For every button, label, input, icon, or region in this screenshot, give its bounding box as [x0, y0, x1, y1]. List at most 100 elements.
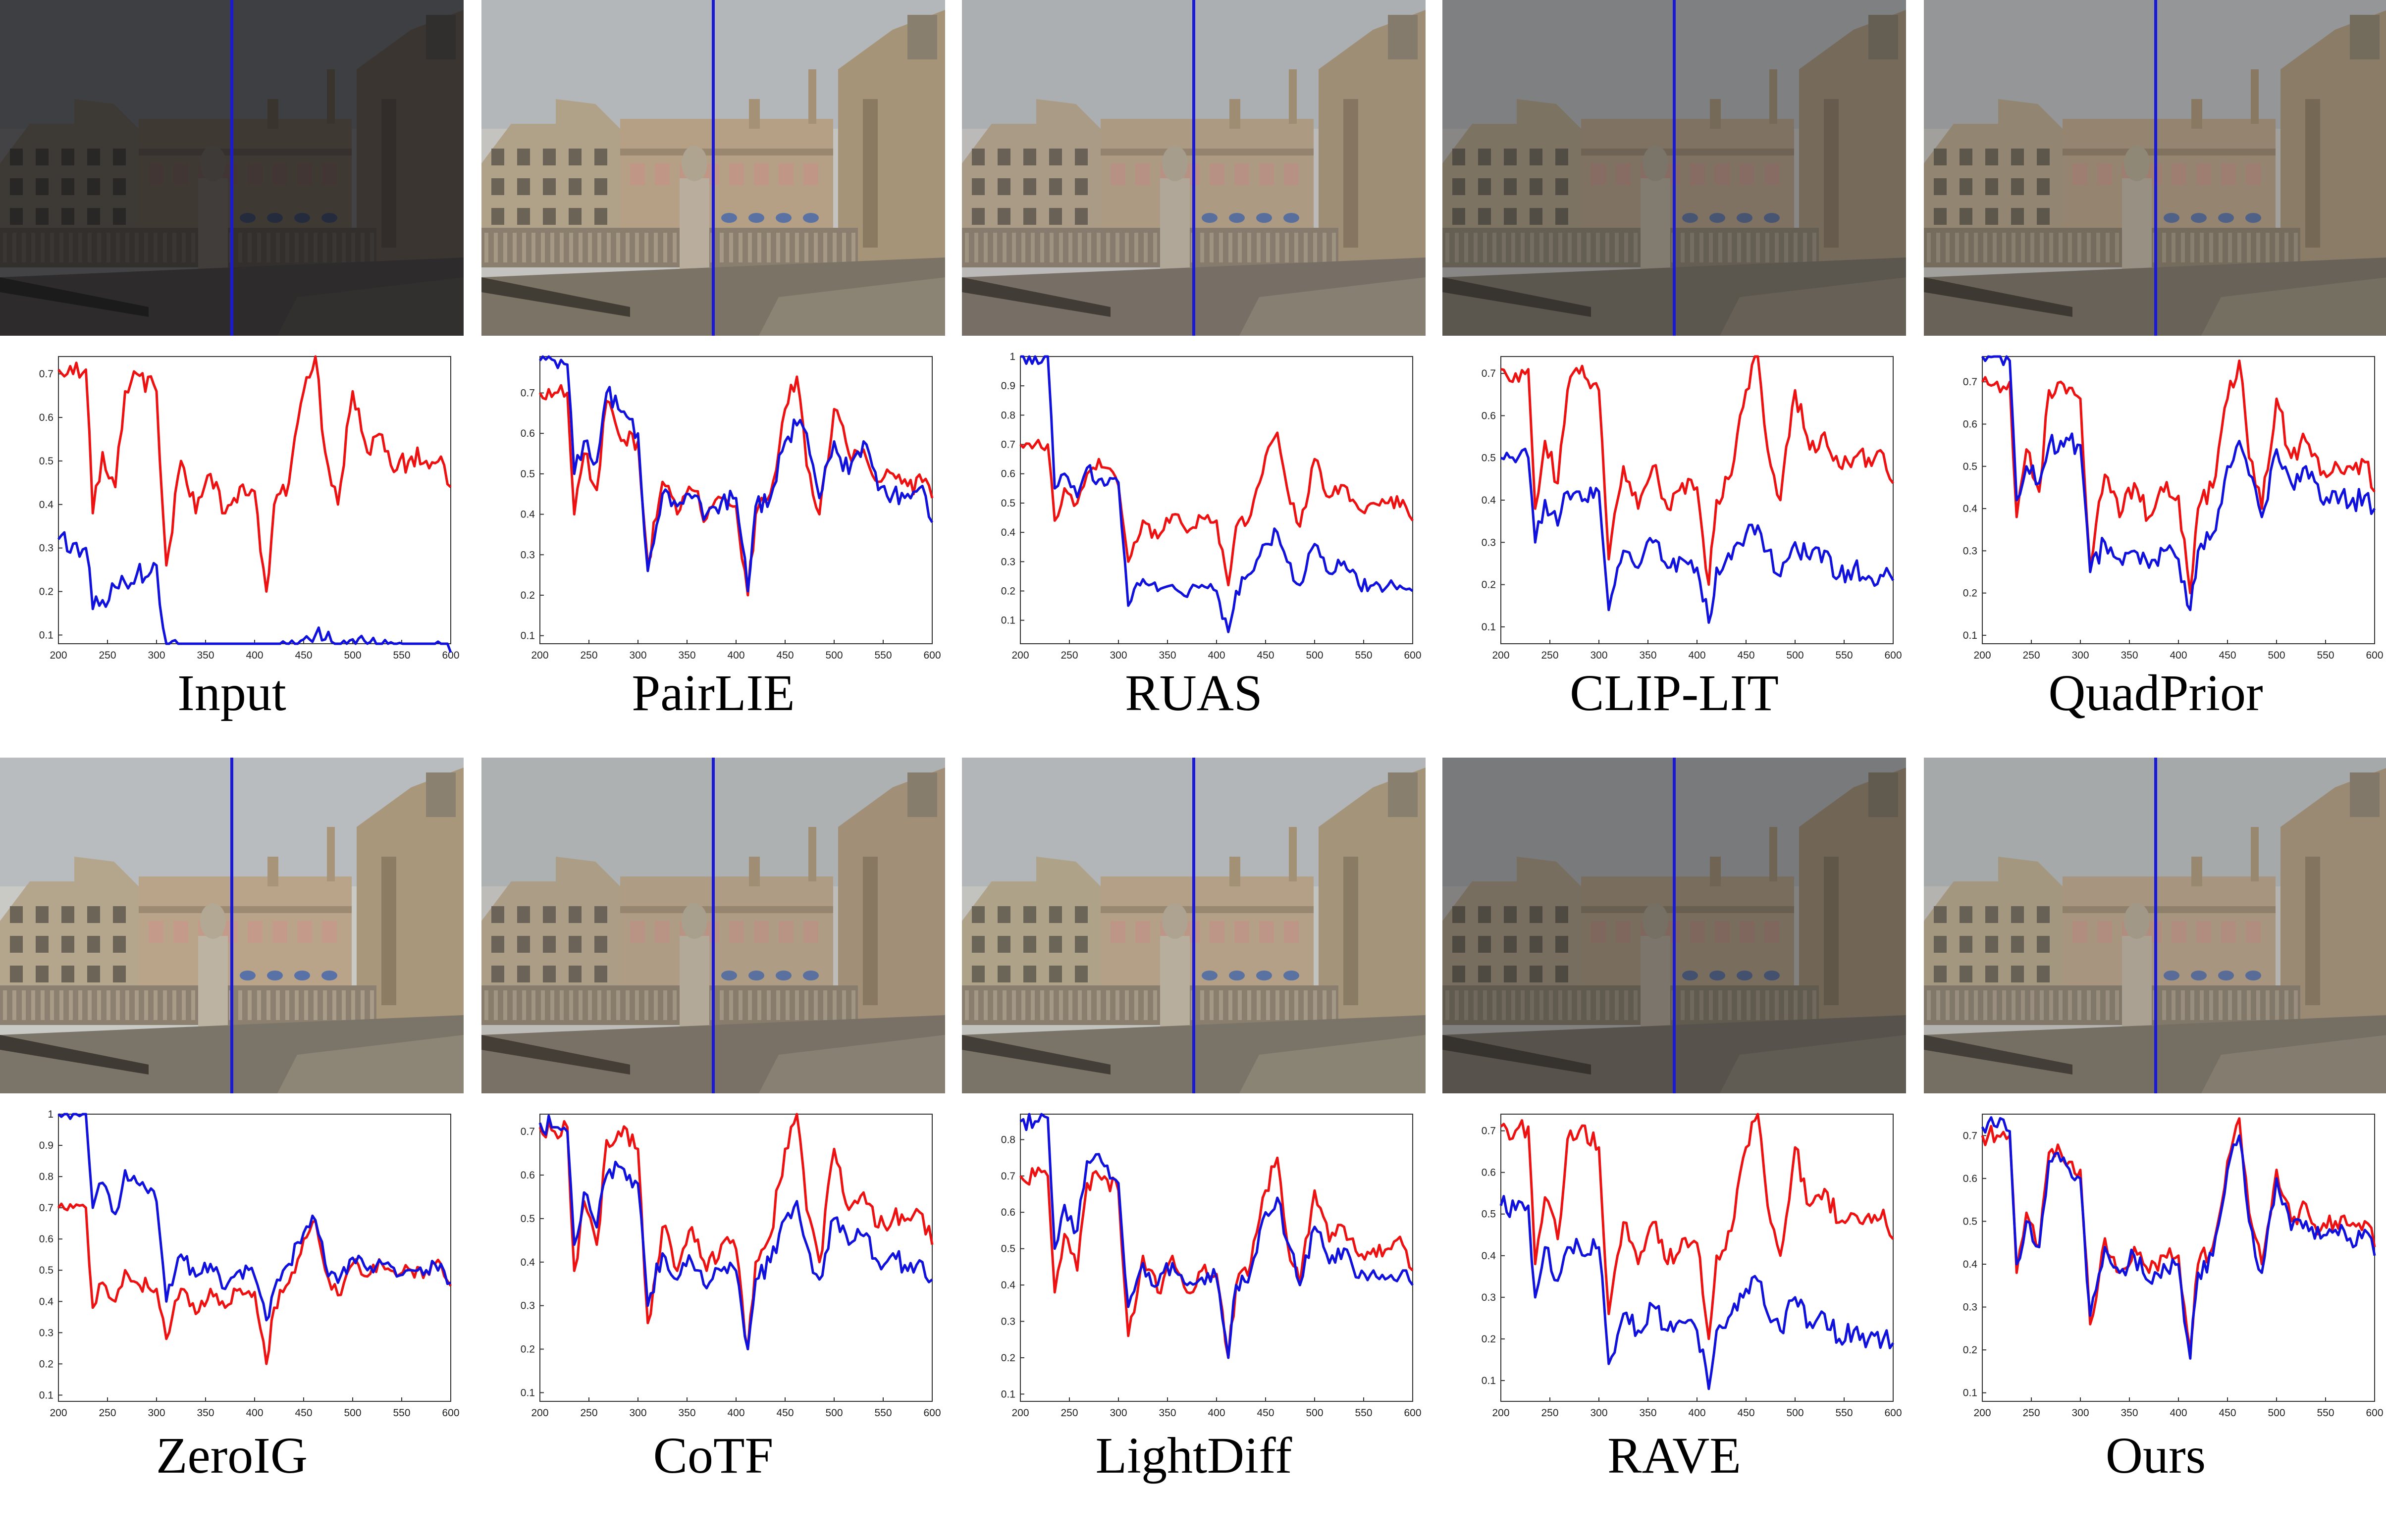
y-tick-label: 0.2 [1963, 1344, 1977, 1356]
intensity-profile-plot: 200 250 300 350 400 450 500 550 600 0.1 0.2 0.3 0.4 0… [521, 355, 941, 661]
x-tick-label: 200 [1011, 1407, 1029, 1419]
x-tick-label: 300 [1110, 1407, 1127, 1419]
blue-profile-line [57, 1113, 451, 1322]
y-tick-label: 0.7 [1963, 376, 1977, 388]
x-tick-label: 200 [1492, 1407, 1509, 1419]
y-tick-label: 0.5 [521, 468, 535, 480]
y-tick-label: 0.2 [1963, 588, 1977, 599]
y-tick-label: 1 [1009, 351, 1015, 362]
intensity-profile-plot: 200 250 300 350 400 450 500 550 600 0.1 0.2 0.3 0.4 0… [1482, 1113, 1902, 1419]
profile-chart: 200 250 300 350 400 450 500 550 600 0.1 0.2 0.3 0.4 0… [481, 1099, 945, 1426]
y-tick-label: 0.5 [1001, 498, 1015, 509]
y-tick-label: 0.1 [1001, 615, 1015, 626]
x-tick-label: 400 [1208, 1407, 1225, 1419]
x-tick-label: 300 [2071, 1407, 2089, 1419]
y-tick-label: 0.9 [39, 1140, 53, 1151]
y-tick-label: 0.6 [521, 428, 535, 439]
blue-profile-line [1500, 448, 1895, 624]
x-tick-label: 550 [2317, 1407, 2334, 1419]
x-tick-label: 450 [1737, 1407, 1754, 1419]
x-tick-label: 500 [2268, 650, 2285, 661]
red-profile-line [1500, 1113, 1894, 1340]
blue-profile-line [1019, 1113, 1414, 1359]
enhanced-photo [962, 758, 1426, 1093]
y-tick-label: 0.9 [1001, 380, 1015, 392]
x-tick-label: 250 [99, 1407, 116, 1419]
y-tick-label: 0.4 [1963, 1259, 1978, 1270]
y-tick-label: 0.3 [521, 549, 535, 561]
x-tick-label: 350 [678, 1407, 695, 1419]
y-tick-label: 0.1 [521, 1387, 535, 1398]
profile-chart: 200 250 300 350 400 450 500 550 600 0.1 0.2 0.3 0.4 0… [1924, 1099, 2386, 1426]
method-caption: ZeroIG [156, 1427, 308, 1484]
x-tick-label: 600 [923, 1407, 941, 1419]
y-tick-label: 0.1 [521, 630, 535, 642]
y-tick-label: 0.2 [39, 1358, 53, 1370]
y-tick-label: 0.8 [39, 1171, 53, 1182]
x-tick-label: 500 [1786, 650, 1803, 661]
plot-frame [1500, 1114, 1894, 1402]
x-tick-label: 450 [1737, 650, 1754, 661]
red-profile-line [1019, 431, 1414, 587]
intensity-profile-plot: 200 250 300 350 400 450 500 550 600 0.1 0.2 0.3 0.4 0… [521, 1113, 941, 1419]
y-tick-label: 0.5 [39, 1265, 53, 1276]
x-tick-label: 250 [580, 1407, 597, 1419]
x-tick-label: 200 [1973, 650, 1991, 661]
x-tick-label: 300 [148, 650, 165, 661]
y-tick-label: 0.4 [521, 509, 535, 520]
x-tick-label: 350 [678, 650, 695, 661]
method-caption: CLIP-LIT [1570, 665, 1779, 721]
y-tick-label: 0.6 [1001, 1207, 1015, 1218]
x-tick-label: 400 [246, 1407, 263, 1419]
blue-profile-line [538, 355, 934, 593]
y-tick-label: 0.4 [1482, 495, 1496, 506]
x-tick-label: 400 [2170, 650, 2187, 661]
scene-image [481, 758, 945, 1093]
x-tick-label: 500 [1306, 1407, 1323, 1419]
x-tick-label: 200 [1011, 650, 1029, 661]
plot-frame [58, 1114, 451, 1402]
y-tick-label: 0.1 [39, 1389, 53, 1401]
x-tick-label: 250 [1541, 650, 1558, 661]
x-tick-label: 350 [1159, 1407, 1176, 1419]
x-tick-label: 250 [1060, 1407, 1078, 1419]
x-tick-label: 350 [2121, 1407, 2138, 1419]
intensity-profile-plot: 200 250 300 350 400 450 500 550 600 0.1 0.2 0.3 0.4 0… [1001, 1113, 1422, 1419]
x-tick-label: 550 [874, 1407, 892, 1419]
x-tick-label: 300 [629, 650, 646, 661]
x-tick-label: 250 [2022, 1407, 2040, 1419]
red-profile-line [1500, 355, 1895, 586]
y-tick-label: 0.5 [1482, 453, 1496, 464]
y-tick-label: 0.6 [1482, 410, 1496, 421]
y-tick-label: 0.1 [1963, 1387, 1977, 1399]
x-tick-label: 450 [1257, 650, 1274, 661]
x-tick-label: 350 [197, 1407, 214, 1419]
profile-chart: 200 250 300 350 400 450 500 550 600 0.1 0.2 0.3 0.4 0… [1442, 342, 1906, 668]
y-tick-label: 0.6 [1482, 1167, 1496, 1179]
enhanced-photo [1924, 758, 2386, 1093]
y-tick-label: 0.4 [1001, 527, 1016, 538]
x-tick-label: 250 [1541, 1407, 1558, 1419]
x-tick-label: 350 [1159, 650, 1176, 661]
x-tick-label: 350 [1639, 1407, 1656, 1419]
intensity-profile-plot: 200 250 300 350 400 450 500 550 600 0.1 0.2 0.3 0.4 0… [1482, 355, 1902, 661]
x-tick-label: 250 [1060, 650, 1078, 661]
x-tick-label: 400 [1688, 650, 1705, 661]
x-tick-label: 400 [2170, 1407, 2187, 1419]
y-tick-label: 0.7 [1963, 1130, 1977, 1141]
x-tick-label: 250 [99, 650, 116, 661]
x-tick-label: 200 [50, 650, 67, 661]
method-caption: RUAS [1125, 665, 1263, 721]
y-tick-label: 0.4 [39, 1296, 54, 1307]
y-tick-label: 0.7 [1482, 368, 1496, 379]
y-tick-label: 0.3 [1963, 545, 1977, 557]
x-tick-label: 450 [295, 650, 312, 661]
x-tick-label: 200 [50, 1407, 67, 1419]
y-tick-label: 0.2 [1001, 1352, 1015, 1364]
y-tick-label: 0.5 [1001, 1243, 1015, 1255]
method-caption: Ours [2105, 1427, 2206, 1484]
blue-profile-line [1499, 1195, 1895, 1390]
x-tick-label: 450 [2219, 650, 2236, 661]
y-tick-label: 0.1 [1482, 1375, 1496, 1386]
scene-image [0, 0, 464, 336]
